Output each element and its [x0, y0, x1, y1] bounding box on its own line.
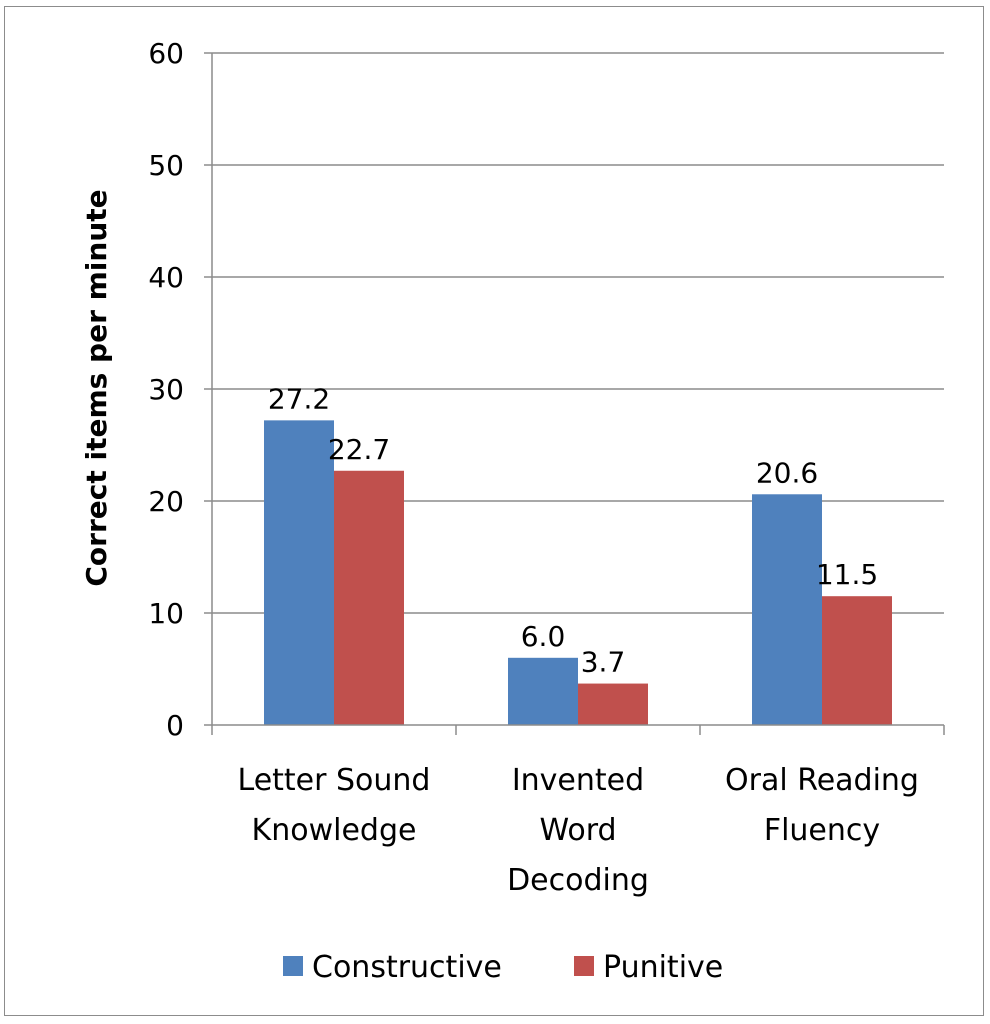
data-label: 3.7 [581, 646, 626, 679]
data-label: 27.2 [268, 382, 330, 415]
x-category-label: Oral Reading [725, 763, 919, 798]
data-label: 22.7 [328, 433, 390, 466]
data-label: 20.6 [756, 456, 818, 489]
x-category-label: Letter Sound [238, 763, 431, 798]
y-tick-label: 40 [148, 261, 184, 294]
y-tick-label: 30 [148, 373, 184, 406]
data-label: 6.0 [521, 620, 566, 653]
legend-swatch-constructive [283, 956, 303, 976]
x-category-labels: Letter Sound Knowledge Invented Word Decodin… [238, 763, 919, 898]
bar-punitive-2 [822, 596, 892, 725]
y-tick-label: 60 [148, 37, 184, 70]
y-tick-label: 50 [148, 149, 184, 182]
legend-swatch-punitive [574, 956, 594, 976]
x-category-label: Invented [512, 763, 644, 798]
bar-punitive-0 [334, 470, 404, 725]
bar-constructive-1 [508, 657, 578, 725]
y-tick-label: 0 [166, 709, 184, 742]
x-category-label: Word [539, 813, 616, 848]
y-tick-label: 10 [148, 597, 184, 630]
bars [264, 420, 892, 725]
legend-label-punitive: Punitive [603, 950, 723, 985]
x-category-label: Knowledge [252, 813, 417, 848]
axes [204, 52, 945, 735]
legend-label-constructive: Constructive [312, 950, 502, 985]
data-labels: 27.2 22.7 6.0 3.7 20.6 11.5 [268, 382, 878, 678]
x-category-label: Decoding [507, 863, 649, 898]
x-category-label: Fluency [764, 813, 880, 848]
bar-constructive-2 [752, 494, 822, 725]
data-label: 11.5 [816, 558, 878, 591]
bar-punitive-1 [578, 683, 648, 725]
y-axis-title: Correct items per minute [80, 189, 113, 586]
y-tick-labels: 0 10 20 30 40 50 60 [148, 37, 184, 742]
bar-constructive-0 [264, 420, 334, 725]
y-tick-label: 20 [148, 485, 184, 518]
legend: Constructive Punitive [283, 950, 723, 985]
